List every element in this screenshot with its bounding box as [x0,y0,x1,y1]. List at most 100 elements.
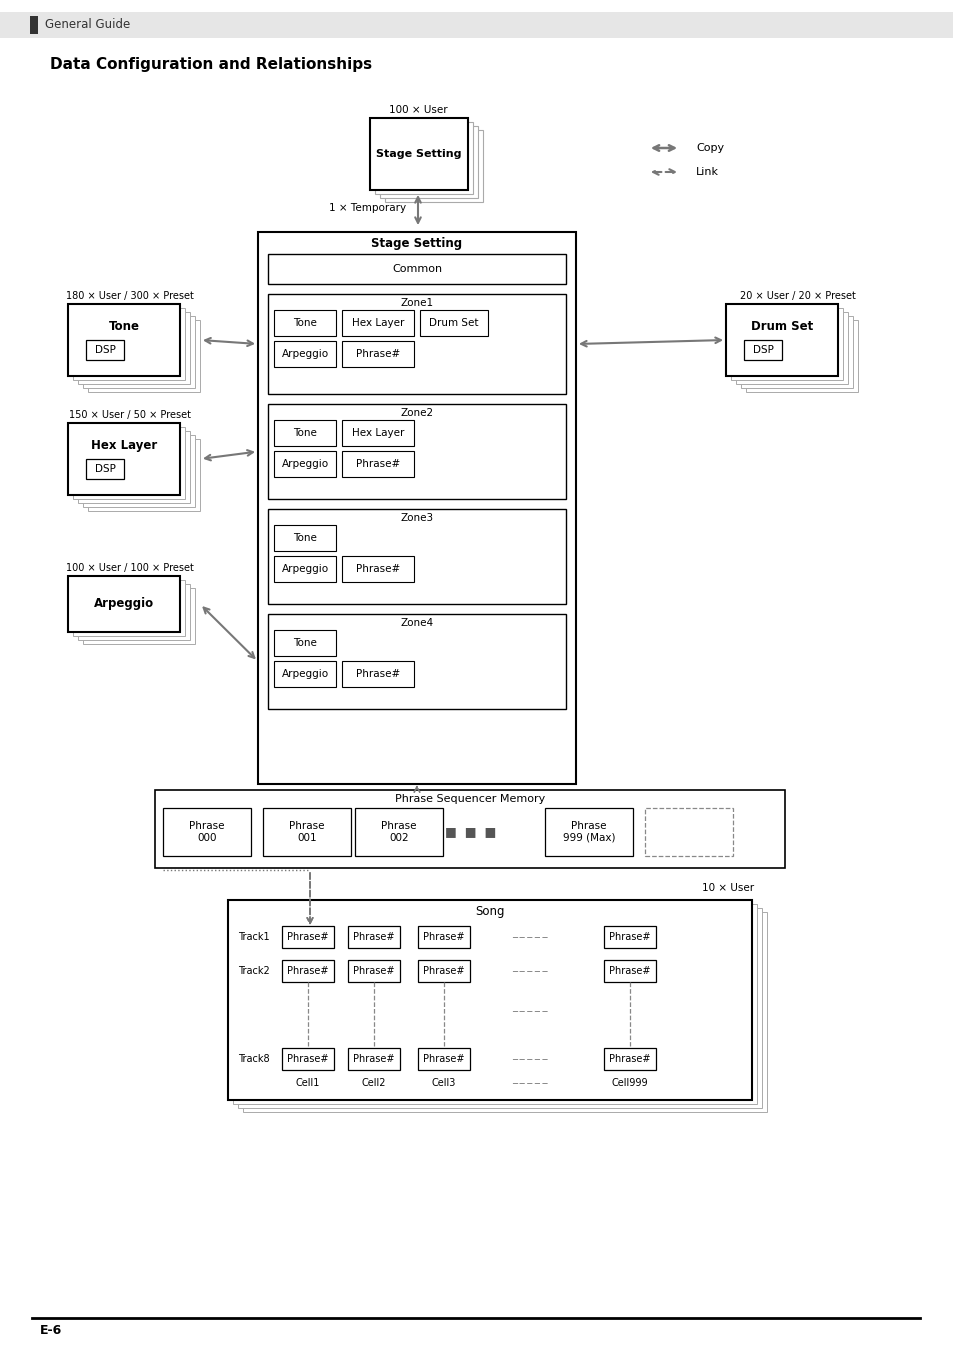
Text: Phrase#: Phrase# [423,931,464,942]
Text: Zone4: Zone4 [400,618,433,628]
Text: 100 × User: 100 × User [388,105,447,115]
Bar [263,809,351,856]
Text: Stage Setting: Stage Setting [375,148,461,159]
Bar [243,913,766,1112]
Text: Cell1: Cell1 [295,1079,320,1088]
Bar [341,310,414,336]
Text: Zone3: Zone3 [400,513,433,522]
Text: General Guide: General Guide [45,19,131,31]
Text: Phrase#: Phrase# [423,1054,464,1064]
Text: DSP: DSP [752,346,773,355]
Bar [0,12,953,38]
Bar [341,342,414,367]
Bar [86,340,124,360]
Text: 20 × User / 20 × Preset: 20 × User / 20 × Preset [740,292,855,301]
Bar [88,320,200,392]
Bar [274,630,335,656]
Text: DSP: DSP [94,464,115,474]
Bar [730,308,842,379]
Text: Phrase#: Phrase# [609,967,650,976]
Bar [644,809,732,856]
Bar [419,310,488,336]
Text: Hex Layer: Hex Layer [91,439,157,451]
Text: Stage Setting: Stage Setting [371,236,462,250]
Bar [268,294,565,394]
Text: Phrase
999 (Max): Phrase 999 (Max) [562,821,615,842]
Bar [379,126,477,198]
Bar [274,342,335,367]
Text: Phrase#: Phrase# [353,931,395,942]
Bar [355,809,442,856]
Text: Phrase#: Phrase# [287,931,329,942]
Bar [370,117,468,190]
Bar [78,312,190,383]
Bar [417,926,470,948]
Bar [385,130,482,202]
Text: E-6: E-6 [40,1323,62,1336]
Text: Drum Set: Drum Set [429,319,478,328]
Text: Track2: Track2 [237,967,270,976]
Text: Tone: Tone [293,639,316,648]
Bar [83,316,194,387]
Bar [544,809,633,856]
Text: 10 × User: 10 × User [701,883,753,892]
Text: Phrase#: Phrase# [355,564,399,574]
Text: 100 × User / 100 × Preset: 100 × User / 100 × Preset [66,563,193,572]
Bar [341,451,414,477]
Text: Phrase#: Phrase# [355,670,399,679]
Text: Phrase
002: Phrase 002 [381,821,416,842]
Text: 150 × User / 50 × Preset: 150 × User / 50 × Preset [69,410,191,420]
Bar [68,423,180,495]
Text: Phrase#: Phrase# [423,967,464,976]
Text: Phrase#: Phrase# [609,1054,650,1064]
Text: Arpeggio: Arpeggio [281,459,328,468]
Text: Hex Layer: Hex Layer [352,428,404,437]
Bar [603,960,656,981]
Text: ■  ■  ■: ■ ■ ■ [445,825,497,838]
Text: Tone: Tone [109,320,139,332]
Text: ─ ─ ─ ─ ─: ─ ─ ─ ─ ─ [512,967,547,976]
Text: Phrase
000: Phrase 000 [189,821,225,842]
Bar [745,320,857,392]
Bar [348,960,399,981]
Text: Phrase#: Phrase# [287,1054,329,1064]
Text: Phrase#: Phrase# [609,931,650,942]
Text: Common: Common [392,265,441,274]
Text: Phrase#: Phrase# [353,1054,395,1064]
Bar [268,404,565,500]
Bar [237,909,761,1108]
Text: Arpeggio: Arpeggio [281,670,328,679]
Text: Hex Layer: Hex Layer [352,319,404,328]
Text: ─ ─ ─ ─ ─: ─ ─ ─ ─ ─ [512,933,547,941]
Bar [228,900,751,1100]
Bar [341,420,414,446]
Bar [83,435,194,508]
Bar [743,340,781,360]
Text: Drum Set: Drum Set [750,320,812,332]
Text: Tone: Tone [293,428,316,437]
Text: Song: Song [475,904,504,918]
Bar [603,1048,656,1071]
Text: Tone: Tone [293,533,316,543]
Bar [417,1048,470,1071]
Text: Arpeggio: Arpeggio [93,598,153,610]
Bar [274,662,335,687]
Bar [86,459,124,479]
Bar [163,809,251,856]
Text: Phrase#: Phrase# [287,967,329,976]
Text: ─ ─ ─ ─ ─: ─ ─ ─ ─ ─ [512,1079,547,1088]
Text: Phrase Sequencer Memory: Phrase Sequencer Memory [395,794,544,805]
Bar [274,451,335,477]
Text: ─ ─ ─ ─ ─: ─ ─ ─ ─ ─ [512,1007,547,1017]
Bar [603,926,656,948]
Bar [740,316,852,387]
Text: Tone: Tone [293,319,316,328]
Bar [341,662,414,687]
Text: ─ ─ ─ ─ ─: ─ ─ ─ ─ ─ [512,1054,547,1064]
Text: Track8: Track8 [237,1054,270,1064]
Bar [88,439,200,512]
Bar [735,312,847,383]
Bar [73,580,185,636]
Bar [274,420,335,446]
Bar [282,1048,334,1071]
